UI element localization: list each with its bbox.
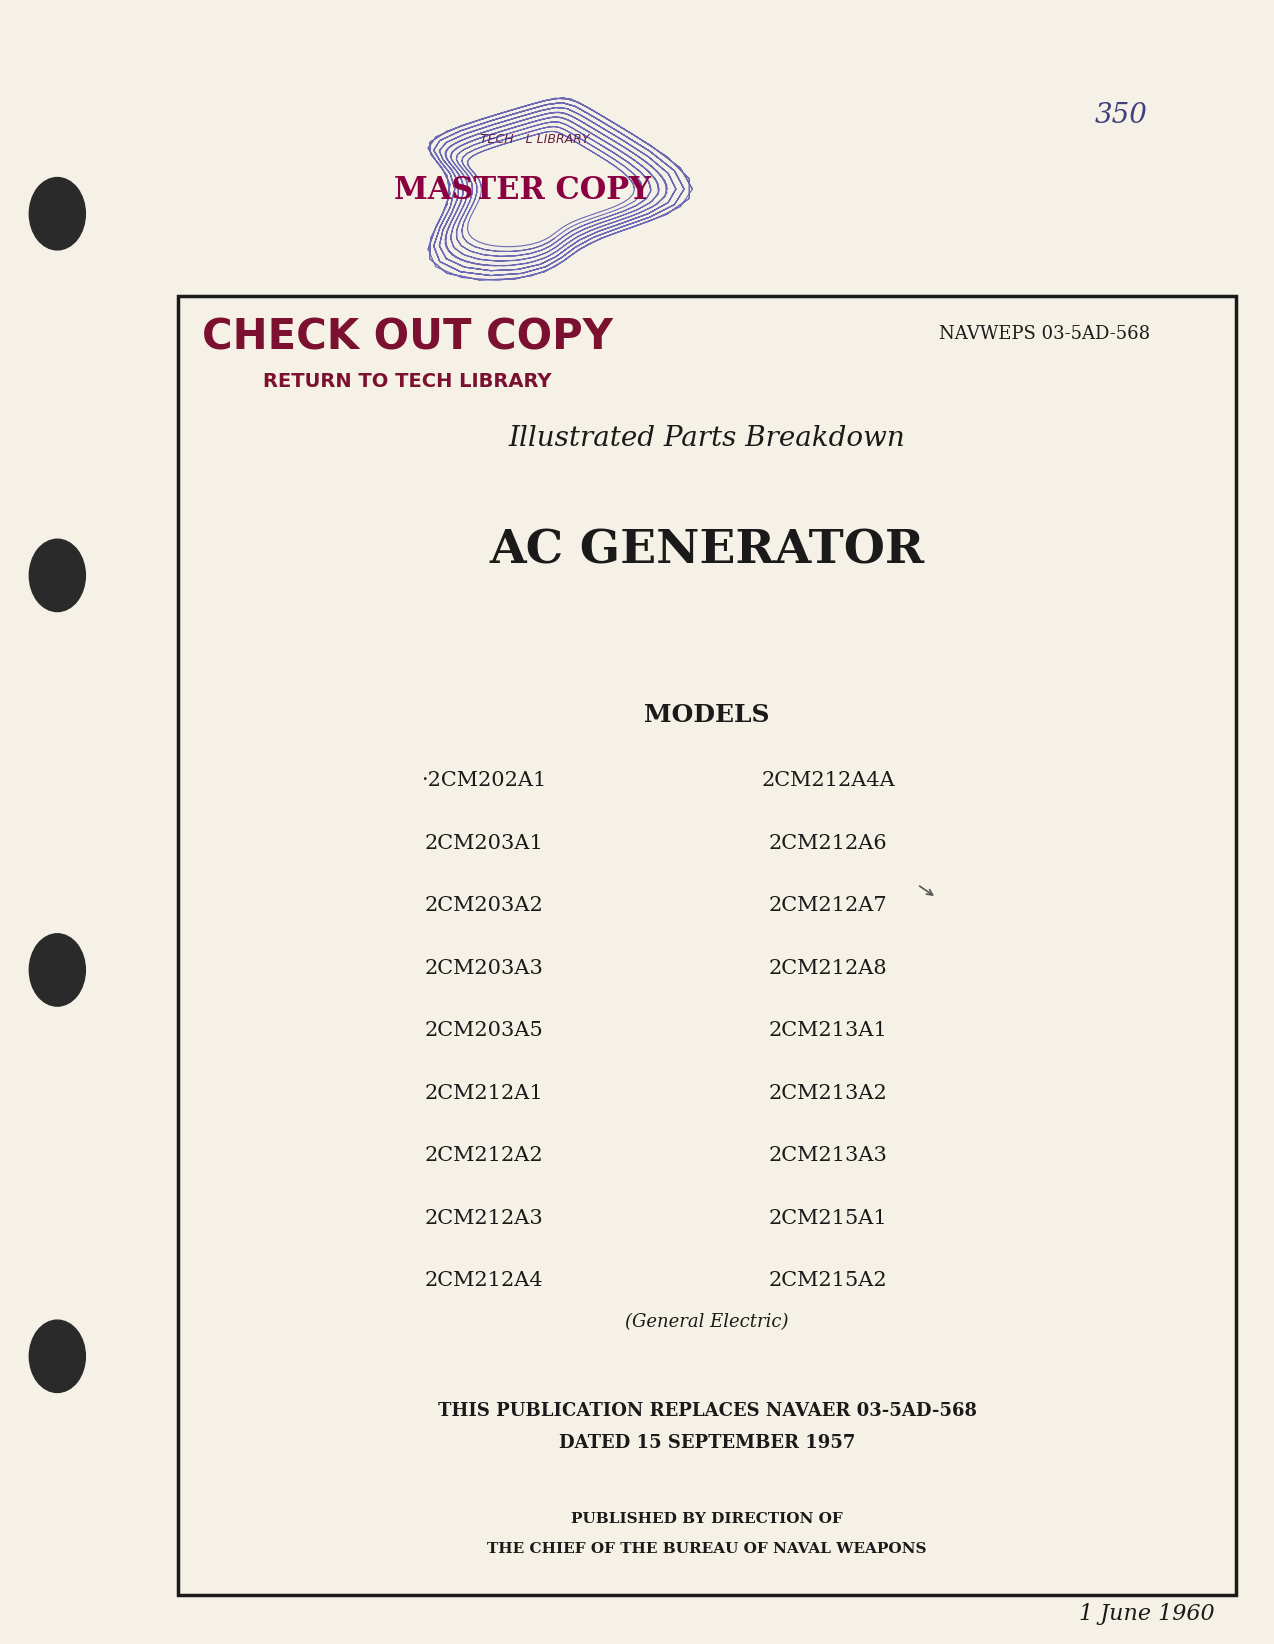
Text: 2CM212A2: 2CM212A2 xyxy=(424,1146,544,1166)
Circle shape xyxy=(29,934,85,1006)
Text: Illustrated Parts Breakdown: Illustrated Parts Breakdown xyxy=(508,426,906,452)
Text: 2CM212A4A: 2CM212A4A xyxy=(762,771,894,791)
Text: 2CM203A1: 2CM203A1 xyxy=(424,834,544,853)
Text: MODELS: MODELS xyxy=(645,704,769,727)
Text: ·2CM202A1: ·2CM202A1 xyxy=(422,771,547,791)
Text: RETURN TO TECH LIBRARY: RETURN TO TECH LIBRARY xyxy=(264,372,552,391)
Text: DATED 15 SEPTEMBER 1957: DATED 15 SEPTEMBER 1957 xyxy=(559,1435,855,1452)
Text: 2CM215A1: 2CM215A1 xyxy=(768,1208,888,1228)
Text: 2CM212A6: 2CM212A6 xyxy=(768,834,888,853)
Text: PUBLISHED BY DIRECTION OF: PUBLISHED BY DIRECTION OF xyxy=(571,1512,843,1526)
Text: 2CM213A3: 2CM213A3 xyxy=(768,1146,888,1166)
Text: THIS PUBLICATION REPLACES NAVAER 03-5AD-568: THIS PUBLICATION REPLACES NAVAER 03-5AD-… xyxy=(437,1402,977,1419)
Text: 2CM212A8: 2CM212A8 xyxy=(768,958,888,978)
Text: 2CM212A1: 2CM212A1 xyxy=(424,1083,544,1103)
Circle shape xyxy=(29,178,85,250)
Text: 2CM213A2: 2CM213A2 xyxy=(768,1083,888,1103)
Text: 1 June 1960: 1 June 1960 xyxy=(1079,1603,1214,1626)
Text: AC GENERATOR: AC GENERATOR xyxy=(489,528,925,574)
Text: NAVWEPS 03-5AD-568: NAVWEPS 03-5AD-568 xyxy=(939,326,1150,342)
Text: 2CM203A5: 2CM203A5 xyxy=(424,1021,544,1041)
Text: MASTER COPY: MASTER COPY xyxy=(394,176,651,206)
Text: (General Electric): (General Electric) xyxy=(626,1314,789,1330)
Text: 2CM203A3: 2CM203A3 xyxy=(424,958,544,978)
Text: 2CM213A1: 2CM213A1 xyxy=(768,1021,888,1041)
Text: 350: 350 xyxy=(1094,102,1148,128)
Text: THE CHIEF OF THE BUREAU OF NAVAL WEAPONS: THE CHIEF OF THE BUREAU OF NAVAL WEAPONS xyxy=(488,1542,926,1555)
Text: 2CM212A7: 2CM212A7 xyxy=(768,896,888,916)
Text: TECH   L LIBRARY: TECH L LIBRARY xyxy=(480,133,590,146)
Circle shape xyxy=(29,1320,85,1392)
Circle shape xyxy=(29,539,85,612)
Bar xyxy=(178,296,1236,1595)
Text: 2CM212A4: 2CM212A4 xyxy=(424,1271,544,1291)
Text: 2CM212A3: 2CM212A3 xyxy=(424,1208,544,1228)
Text: 2CM215A2: 2CM215A2 xyxy=(768,1271,888,1291)
Text: 2CM203A2: 2CM203A2 xyxy=(424,896,544,916)
Text: CHECK OUT COPY: CHECK OUT COPY xyxy=(203,316,613,358)
